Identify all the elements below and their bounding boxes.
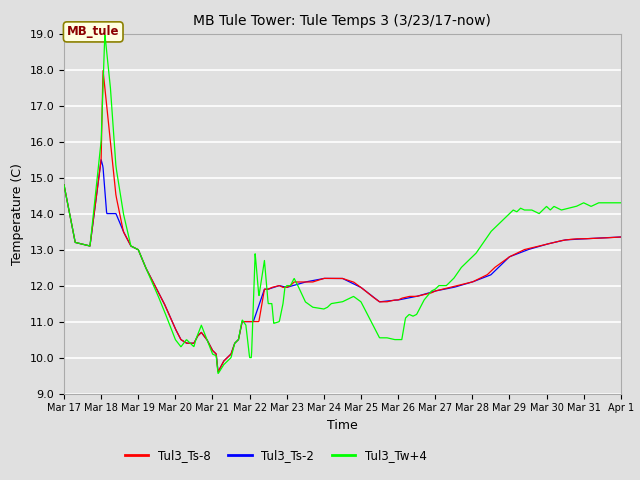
Y-axis label: Temperature (C): Temperature (C)	[11, 163, 24, 264]
Legend: Tul3_Ts-8, Tul3_Ts-2, Tul3_Tw+4: Tul3_Ts-8, Tul3_Ts-2, Tul3_Tw+4	[120, 444, 431, 467]
X-axis label: Time: Time	[327, 419, 358, 432]
Text: MB_tule: MB_tule	[67, 25, 120, 38]
Title: MB Tule Tower: Tule Temps 3 (3/23/17-now): MB Tule Tower: Tule Temps 3 (3/23/17-now…	[193, 14, 492, 28]
